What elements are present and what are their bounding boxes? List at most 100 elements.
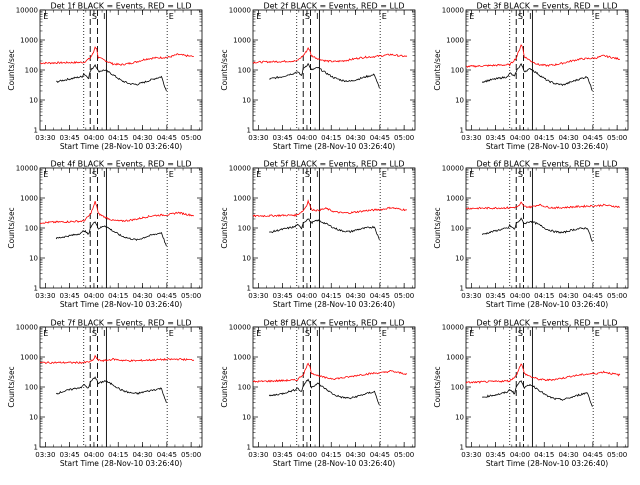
x-axis-label: Start Time (28-Nov-10 03:26:40) xyxy=(486,300,608,309)
region-label: S xyxy=(518,12,523,21)
plot-frame xyxy=(39,167,203,289)
region-label: I xyxy=(529,329,531,338)
y-axis-label: Counts/sec xyxy=(220,366,229,407)
x-tick-label: 04:00 xyxy=(84,134,104,142)
y-tick-label: 10 xyxy=(455,255,464,263)
y-axis-label: Counts/sec xyxy=(7,207,16,248)
plot-frame xyxy=(465,9,629,131)
x-tick-label: 04:45 xyxy=(583,134,603,142)
x-tick-label: 04:30 xyxy=(345,134,365,142)
lld-rate-line xyxy=(39,46,194,67)
y-tick-label: 1000 xyxy=(233,354,251,362)
x-tick-label: 04:15 xyxy=(108,292,128,300)
x-tick-label: 03:45 xyxy=(486,451,506,459)
events-rate-line xyxy=(55,376,167,403)
x-tick-label: 04:15 xyxy=(108,134,128,142)
x-tick-label: 04:00 xyxy=(84,292,104,300)
x-tick-label: 05:00 xyxy=(181,451,201,459)
y-tick-label: 10000 xyxy=(442,165,464,173)
chart-title: Det 4f BLACK = Events, RED = LLD xyxy=(50,160,191,169)
lld-rate-line xyxy=(465,44,621,68)
x-axis-label: Start Time (28-Nov-10 03:26:40) xyxy=(60,142,182,151)
y-tick-label: 100 xyxy=(25,384,38,392)
x-tick-label: 04:45 xyxy=(157,134,177,142)
y-tick-label: 100 xyxy=(451,225,464,233)
region-label: S xyxy=(305,329,310,338)
x-tick-label: 04:30 xyxy=(558,292,578,300)
x-tick-label: 05:00 xyxy=(394,451,414,459)
region-label: I xyxy=(103,170,105,179)
x-tick-label: 03:45 xyxy=(486,292,506,300)
x-tick-label: 05:00 xyxy=(607,134,627,142)
x-tick-label: 04:30 xyxy=(345,292,365,300)
x-tick-label: 04:15 xyxy=(534,292,554,300)
region-label: S xyxy=(92,170,97,179)
y-tick-label: 100 xyxy=(25,225,38,233)
plot-frame xyxy=(465,167,629,289)
y-tick-label: 10 xyxy=(29,255,38,263)
y-tick-label: 10 xyxy=(455,414,464,422)
x-tick-label: 04:00 xyxy=(297,292,317,300)
x-tick-label: 04:45 xyxy=(370,451,390,459)
y-tick-label: 10000 xyxy=(16,7,38,15)
x-tick-label: 04:45 xyxy=(157,292,177,300)
region-label: E xyxy=(382,329,387,338)
region-label: E xyxy=(169,12,174,21)
chart-title: Det 8f BLACK = Events, RED = LLD xyxy=(263,319,404,328)
y-tick-label: 10000 xyxy=(229,7,251,15)
y-tick-label: 10 xyxy=(242,255,251,263)
x-tick-label: 04:45 xyxy=(583,292,603,300)
chart-panel-5: 1 10 100 1000 10000 03:30 03:45 04:00 04:15 04:30… xyxy=(220,160,416,309)
region-label: S xyxy=(92,329,97,338)
events-rate-line xyxy=(55,221,167,247)
x-axis-label: Start Time (28-Nov-10 03:26:40) xyxy=(273,459,395,468)
chart-title: Det 1f BLACK = Events, RED = LLD xyxy=(50,2,191,11)
y-tick-label: 100 xyxy=(25,67,38,75)
y-tick-label: 10000 xyxy=(442,7,464,15)
y-tick-label: 1 xyxy=(34,285,38,293)
x-tick-label: 04:00 xyxy=(84,451,104,459)
events-rate-line xyxy=(56,63,167,92)
x-tick-label: 04:30 xyxy=(558,451,578,459)
chart-title: Det 9f BLACK = Events, RED = LLD xyxy=(476,319,617,328)
region-label: E xyxy=(43,12,48,21)
region-label: E xyxy=(169,329,174,338)
y-tick-label: 10000 xyxy=(229,165,251,173)
x-tick-label: 03:45 xyxy=(273,134,293,142)
lld-rate-line xyxy=(465,363,621,384)
x-tick-label: 04:30 xyxy=(132,134,152,142)
region-label: E xyxy=(43,329,48,338)
region-label: E xyxy=(595,12,600,21)
x-axis-label: Start Time (28-Nov-10 03:26:40) xyxy=(486,142,608,151)
y-tick-label: 1 xyxy=(34,127,38,135)
x-tick-label: 04:45 xyxy=(370,134,390,142)
chart-title: Det 3f BLACK = Events, RED = LLD xyxy=(476,2,617,11)
y-axis-label: Counts/sec xyxy=(433,49,442,90)
x-tick-label: 04:15 xyxy=(321,292,341,300)
x-axis-label: Start Time (28-Nov-10 03:26:40) xyxy=(60,459,182,468)
x-tick-label: 04:00 xyxy=(510,292,530,300)
region-label: E xyxy=(469,170,474,179)
events-rate-line xyxy=(482,380,593,407)
region-label: I xyxy=(103,329,105,338)
region-label: S xyxy=(92,12,97,21)
y-tick-label: 10000 xyxy=(16,324,38,332)
lld-rate-line xyxy=(39,201,194,224)
lld-rate-line xyxy=(252,199,407,218)
y-axis-label: Counts/sec xyxy=(220,207,229,248)
y-axis-label: Counts/sec xyxy=(433,207,442,248)
y-tick-label: 1000 xyxy=(20,354,38,362)
y-axis-label: Counts/sec xyxy=(7,49,16,90)
y-tick-label: 1000 xyxy=(446,195,464,203)
region-label: E xyxy=(256,329,261,338)
y-tick-label: 10 xyxy=(242,414,251,422)
lld-rate-line xyxy=(39,354,195,365)
chart-panel-1: 1 10 100 1000 10000 03:30 03:45 04:00 04:15 04:30… xyxy=(7,2,203,151)
events-rate-line xyxy=(268,218,380,241)
region-label: I xyxy=(529,12,531,21)
region-label: S xyxy=(305,170,310,179)
y-tick-label: 1 xyxy=(460,127,464,135)
x-tick-label: 03:45 xyxy=(273,292,293,300)
events-rate-line xyxy=(481,62,593,92)
y-axis-label: Counts/sec xyxy=(220,49,229,90)
